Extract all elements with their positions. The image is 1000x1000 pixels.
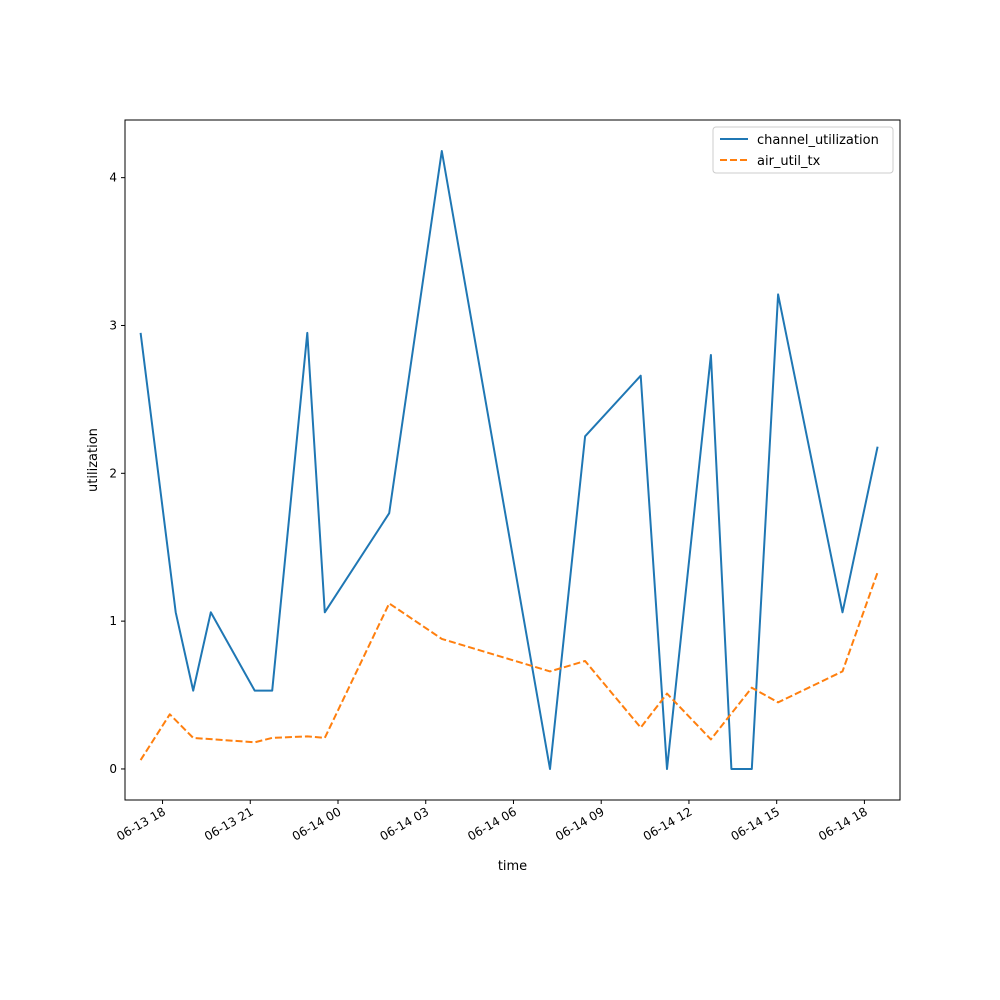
- y-tick-label: 0: [109, 762, 117, 776]
- y-tick-label: 3: [109, 318, 117, 332]
- x-axis-label: time: [498, 859, 527, 874]
- series-layer: [139, 150, 879, 770]
- y-axis: 0 1 2 3 4: [109, 171, 125, 776]
- legend-label-channel-utilization: channel_utilization: [757, 133, 879, 148]
- legend: channel_utilization air_util_tx: [712, 126, 894, 174]
- legend-box: [712, 126, 894, 174]
- plot-frame: [124, 119, 901, 801]
- y-tick-label: 2: [109, 466, 117, 480]
- y-tick-label: 1: [109, 614, 117, 628]
- series-line-air-util-tx: [139, 571, 879, 761]
- y-axis-label: utilization: [86, 428, 101, 492]
- y-tick-label: 4: [109, 171, 117, 185]
- legend-label-air-util-tx: air_util_tx: [757, 154, 821, 169]
- series-line-channel-utilization: [139, 150, 879, 770]
